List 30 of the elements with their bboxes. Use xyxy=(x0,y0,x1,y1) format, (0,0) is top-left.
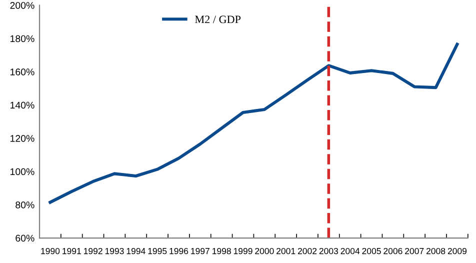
x-tick-label: 2002 xyxy=(298,248,317,254)
x-tick-label: 2009 xyxy=(448,248,467,254)
x-tick-label: 2003 xyxy=(319,248,338,254)
x-tick-label: 1996 xyxy=(170,248,188,254)
y-tick-label: 80% xyxy=(16,202,34,208)
y-tick-label: 140% xyxy=(10,102,34,109)
x-tick-label: 2004 xyxy=(340,248,360,254)
x-tick-label: 1992 xyxy=(84,248,102,254)
x-tick-label: 1997 xyxy=(191,248,210,254)
y-tick-label: 120% xyxy=(10,134,34,142)
x-tick-label: 1993 xyxy=(105,248,124,254)
x-tick-label: 2007 xyxy=(405,248,424,254)
x-tick-label: 1999 xyxy=(234,248,252,254)
legend-label: M2 / GDP xyxy=(195,16,241,24)
x-tick-label: 2008 xyxy=(426,248,446,254)
x-tick-label: 1991 xyxy=(62,248,81,254)
x-tick-label: 1998 xyxy=(212,248,231,254)
y-tick-label: 180% xyxy=(10,35,34,42)
x-tick-label: 2005 xyxy=(362,248,381,254)
x-tick-label: 2006 xyxy=(384,248,402,254)
y-tick-label: 160% xyxy=(10,68,34,76)
y-tick-label: 100% xyxy=(10,168,34,176)
x-tick-label: 1990 xyxy=(41,248,60,254)
x-tick-label: 2001 xyxy=(276,248,296,254)
y-tick-label: 200% xyxy=(10,2,34,9)
x-tick-label: 1994 xyxy=(126,248,146,254)
y-tick-label: 60% xyxy=(16,234,34,242)
line-series xyxy=(48,42,459,204)
x-tick-label: 1995 xyxy=(148,248,167,254)
x-tick-label: 2000 xyxy=(255,248,274,254)
